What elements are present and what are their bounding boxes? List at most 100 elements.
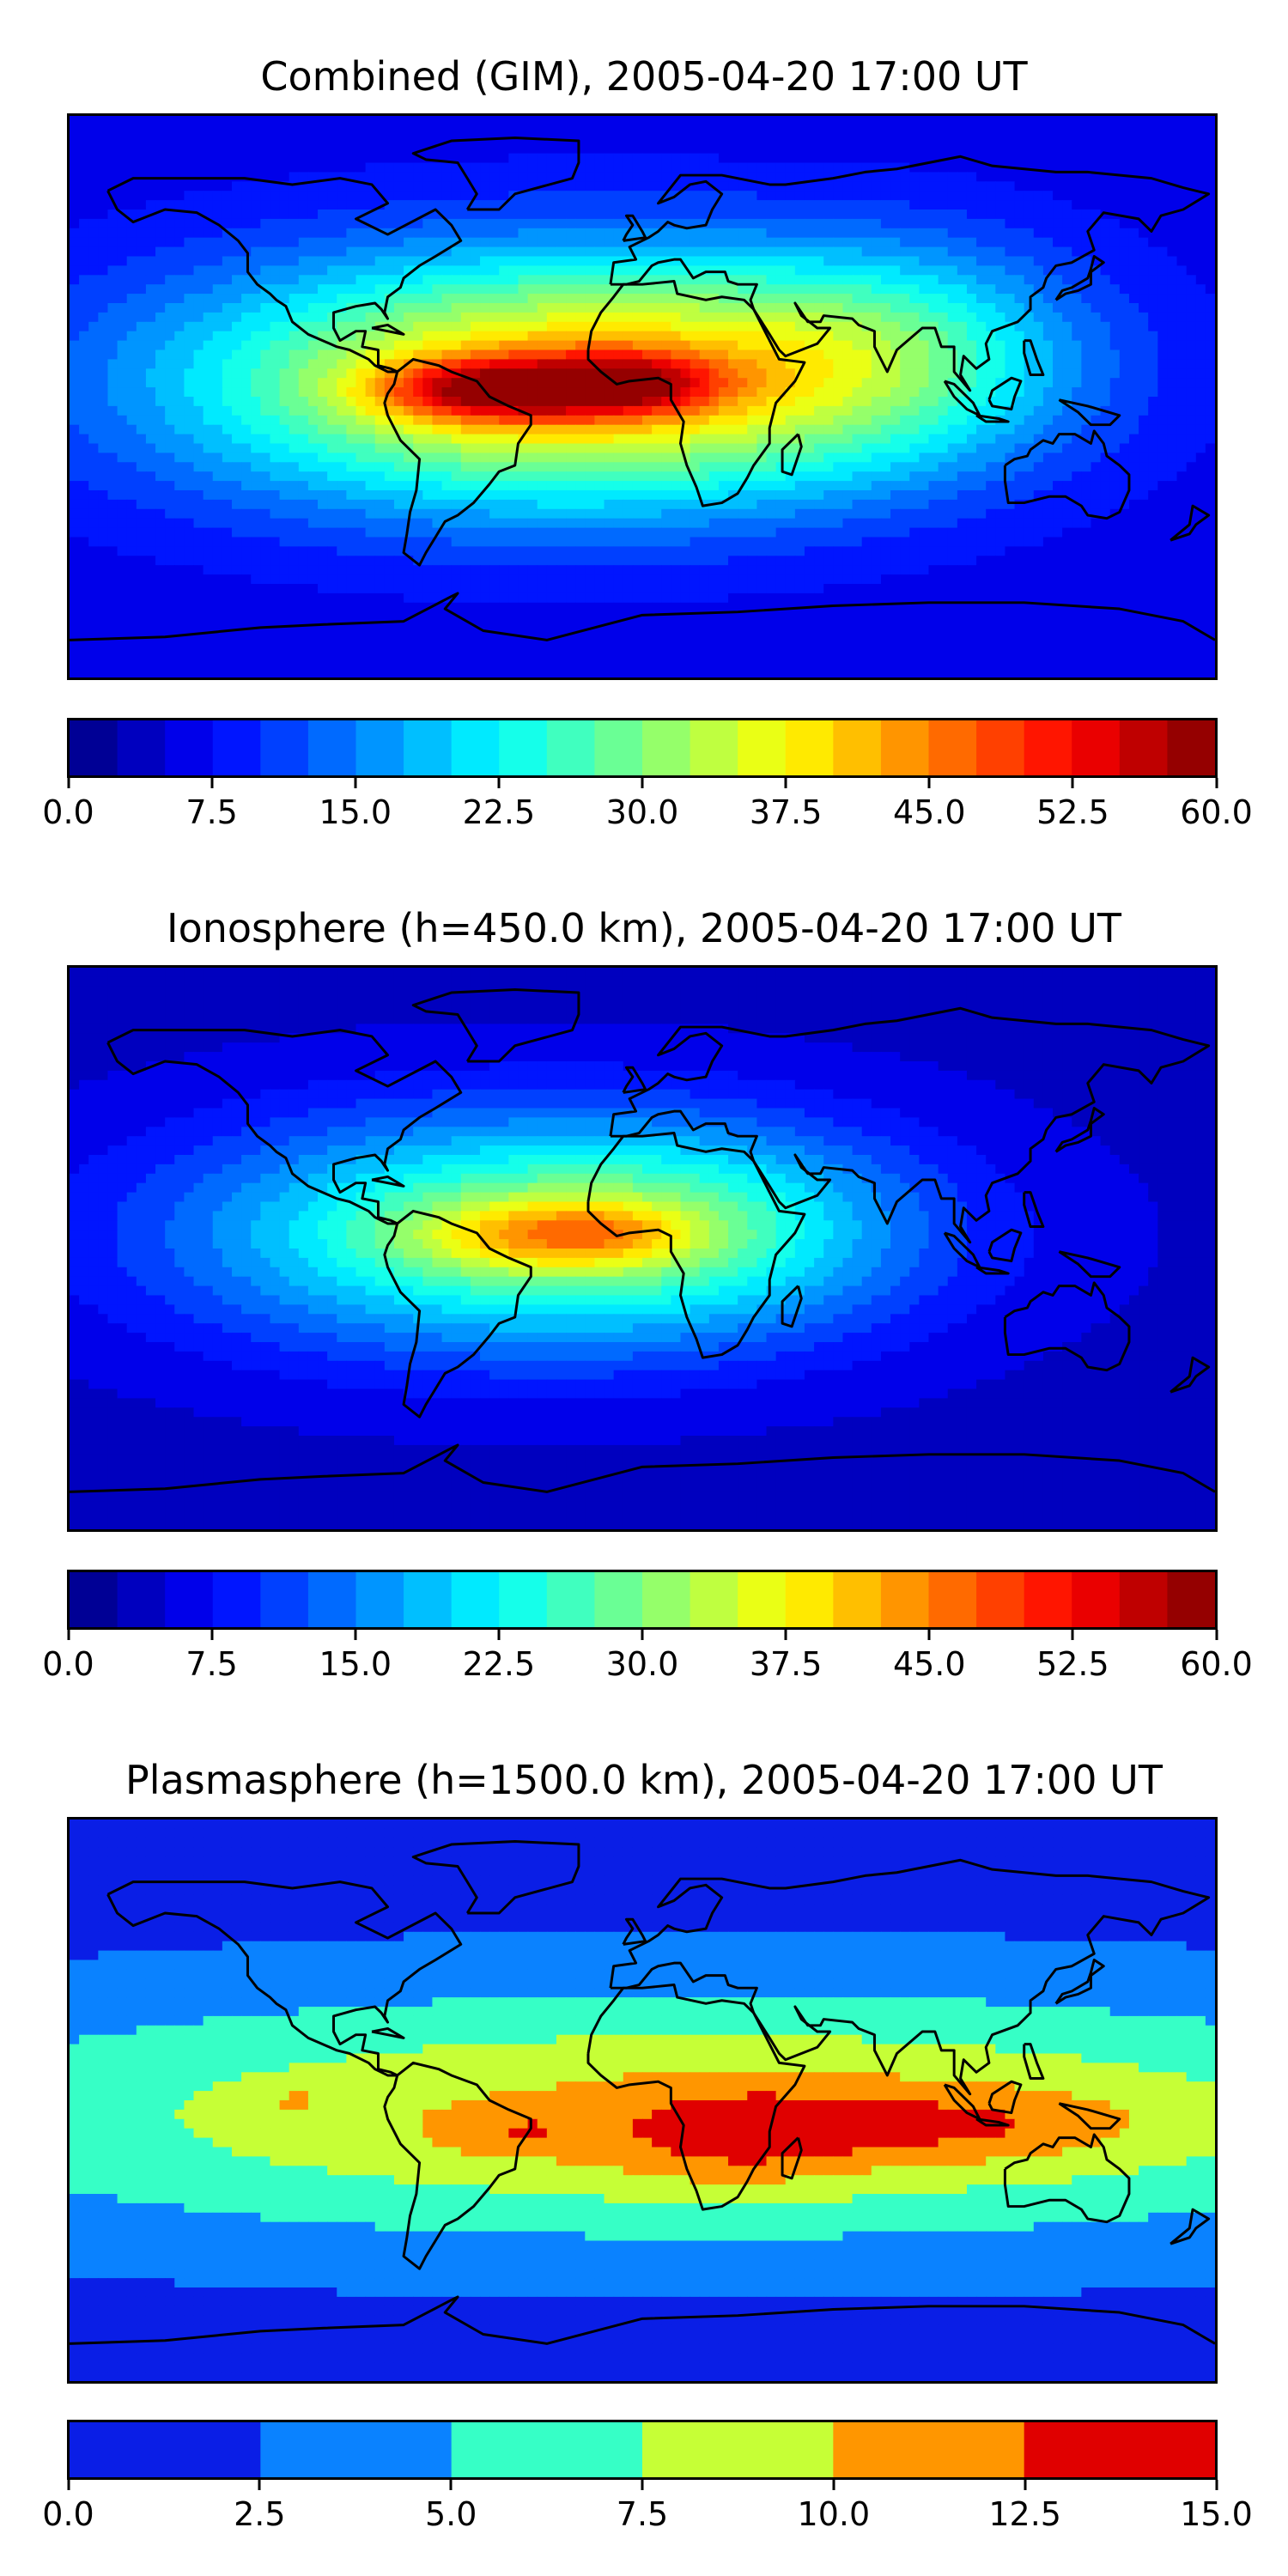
coastline-10: [987, 376, 1023, 411]
colorbar-bin-3: [212, 720, 261, 775]
coastline-1: [383, 1209, 532, 1419]
colorbar-tick-label: 15.0: [319, 793, 392, 831]
colorbar-bin-17: [880, 1572, 929, 1627]
colorbar-tickmark: [67, 1630, 70, 1640]
colorbar-bin-23: [1167, 720, 1215, 775]
colorbar-tickmark: [784, 1630, 787, 1640]
colorbar-tick-label: 10.0: [798, 2495, 871, 2533]
colorbar-bin-5: [307, 1572, 356, 1627]
coastline-2: [586, 280, 806, 507]
colorbar-bin-10: [546, 1572, 595, 1627]
colorbar-bin-3: [642, 2422, 834, 2477]
coastline-12: [781, 1285, 803, 1328]
colorbar-tickmark: [927, 1630, 931, 1640]
colorbar-bin-9: [499, 1572, 548, 1627]
panel-2-title: Ionosphere (h=450.0 km), 2005-04-20 17:0…: [0, 905, 1288, 951]
colorbar-tick-label: 22.5: [463, 793, 536, 831]
coastline-13: [1170, 2208, 1211, 2245]
coastline-6: [411, 136, 580, 211]
coastline-14: [371, 323, 405, 336]
colorbar-tick-label: 0.0: [42, 793, 94, 831]
coastline-16: [1058, 398, 1121, 427]
colorbar-bin-1: [260, 2422, 453, 2477]
colorbar-tickmark: [1024, 2480, 1027, 2490]
coastlines: [70, 987, 1215, 1493]
colorbar-tick-label: 37.5: [750, 1645, 823, 1683]
colorbar-tick-label: 30.0: [606, 1645, 679, 1683]
colorbar-bin-5: [1024, 2422, 1215, 2477]
colorbar-tick-label: 45.0: [893, 793, 966, 831]
colorbar-tick-label: 30.0: [606, 793, 679, 831]
coastline-6: [411, 1839, 580, 1915]
colorbar-bin-20: [1024, 1572, 1072, 1627]
colorbar-bin-19: [976, 1572, 1025, 1627]
colorbar-tickmark: [1215, 1630, 1218, 1640]
colorbar-bin-3: [212, 1572, 261, 1627]
colorbar-bin-22: [1119, 720, 1168, 775]
colorbar-tickmark: [67, 778, 70, 788]
colorbar-tick-label: 7.5: [185, 1645, 237, 1683]
coastline-15: [1023, 1191, 1045, 1229]
colorbar-bin-12: [642, 1572, 691, 1627]
colorbar-tick-label: 45.0: [893, 1645, 966, 1683]
colorbar-tickmark: [1071, 778, 1074, 788]
coastline-14: [371, 2026, 405, 2039]
coastline-8: [1054, 1959, 1105, 2005]
colorbar-tickmark: [927, 778, 931, 788]
colorbar-bin-16: [833, 720, 882, 775]
heatmap-field: [70, 968, 1215, 1529]
colorbar-bin-21: [1072, 720, 1121, 775]
coastline-14: [371, 1175, 405, 1188]
colorbar-tick-label: 7.5: [617, 2495, 668, 2533]
coastline-3: [609, 155, 1211, 392]
colorbar-tick-label: 15.0: [1180, 2495, 1253, 2533]
coastline-2: [586, 1984, 806, 2211]
coastline-11: [975, 414, 1010, 423]
colorbar-tick-label: 15.0: [319, 1645, 392, 1683]
colorbar-tickmark: [497, 778, 501, 788]
coastline-10: [987, 2080, 1023, 2115]
heatmap-field: [70, 116, 1215, 677]
colorbar-tickmark: [354, 778, 357, 788]
colorbar-tickmark: [1071, 1630, 1074, 1640]
coastline-3: [609, 1858, 1211, 2096]
panel-1-heatmap: [70, 116, 1215, 677]
colorbar-tick-label: 7.5: [185, 793, 237, 831]
panel-1-colorbar: [67, 718, 1218, 778]
coastline-11: [975, 2117, 1010, 2127]
colorbar-tickmark: [210, 778, 214, 788]
panel-3-title: Plasmasphere (h=1500.0 km), 2005-04-20 1…: [0, 1757, 1288, 1803]
colorbar-tickmark: [1215, 2480, 1218, 2490]
colorbar-tickmark: [449, 2480, 453, 2490]
coastline-0: [106, 177, 463, 374]
panel-2-heatmap: [70, 968, 1215, 1529]
colorbar-bin-21: [1072, 1572, 1121, 1627]
colorbar-tickmark: [641, 1630, 644, 1640]
colorbar-bin-17: [880, 720, 929, 775]
colorbar-bin-20: [1024, 720, 1072, 775]
colorbar-bin-19: [976, 720, 1025, 775]
coastline-4: [1003, 1281, 1131, 1372]
coastline-15: [1023, 339, 1045, 377]
coastline-13: [1170, 504, 1211, 542]
coastline-12: [781, 2136, 803, 2180]
colorbar-tick-label: 0.0: [42, 1645, 94, 1683]
colorbar-bin-4: [260, 1572, 309, 1627]
panel-3-map: [67, 1817, 1218, 2384]
coastline-1: [383, 357, 532, 567]
coastline-7: [622, 1917, 647, 1946]
colorbar-bin-15: [785, 720, 834, 775]
coastline-7: [622, 214, 647, 242]
panel-2-map: [67, 965, 1218, 1532]
colorbar-bin-12: [642, 720, 691, 775]
colorbar-tick-label: 37.5: [750, 793, 823, 831]
heatmap-field: [70, 1820, 1215, 2381]
coastline-7: [622, 1066, 647, 1094]
colorbar-tickmark: [497, 1630, 501, 1640]
panel-3-colorbar: [67, 2420, 1218, 2480]
colorbar-bin-1: [117, 1572, 166, 1627]
colorbar-bin-0: [70, 1572, 118, 1627]
coastline-8: [1054, 1107, 1105, 1153]
colorbar-tick-label: 52.5: [1036, 1645, 1109, 1683]
coastline-11: [975, 1266, 1010, 1275]
